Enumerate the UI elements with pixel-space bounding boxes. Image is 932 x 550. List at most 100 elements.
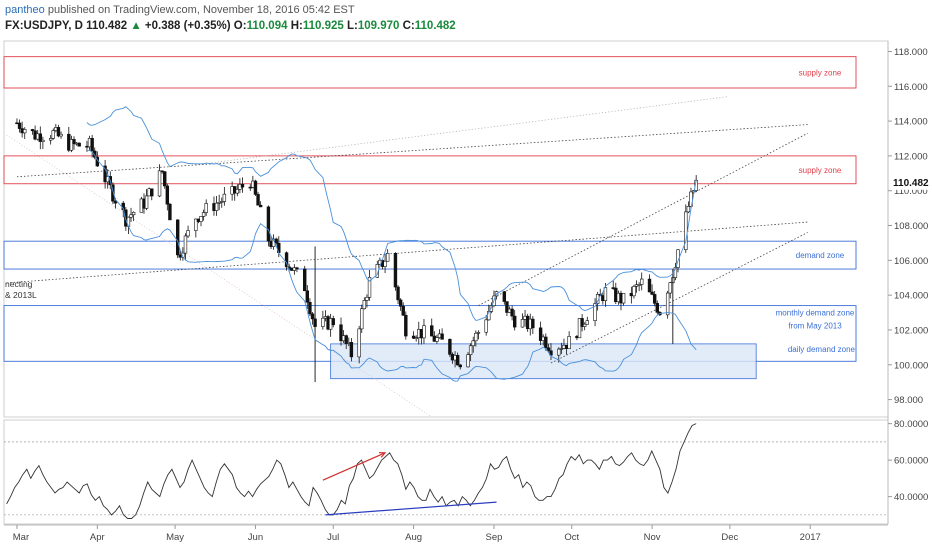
close-value: 110.482 (414, 20, 456, 32)
candle (665, 292, 670, 316)
candle (59, 133, 63, 137)
daily-demand-zone-label: daily demand zone (788, 345, 856, 354)
candle (448, 339, 452, 355)
time-tick-label: 2017 (800, 532, 821, 543)
divergence-line-red[interactable] (322, 452, 386, 481)
open-value: 110.094 (246, 20, 288, 32)
low-value: 109.970 (357, 20, 400, 32)
candle (647, 278, 652, 293)
candle (77, 142, 81, 147)
candle (38, 133, 42, 142)
demand-zone[interactable] (3, 240, 857, 270)
rsi-pane[interactable] (3, 419, 889, 525)
candle (637, 284, 641, 286)
publish-line: pantheo published on TradingView.com, No… (5, 3, 885, 18)
rsi-tick-label: 60.0000 (894, 456, 928, 467)
candle (157, 170, 162, 197)
candle (398, 299, 403, 307)
candle (168, 203, 172, 221)
rsi-tick-label: 80.0000 (894, 419, 928, 430)
candle (673, 267, 678, 278)
change-value: +0.388 (+0.35%) (144, 20, 231, 32)
trendlines (6, 96, 808, 418)
candle (308, 301, 312, 315)
candle (585, 320, 589, 325)
price-tick-label: 114.000 (894, 117, 928, 128)
candle (468, 345, 473, 355)
candle (471, 340, 475, 347)
close-label: C: (402, 20, 415, 32)
last-price: 110.482 (86, 20, 128, 32)
candle (222, 193, 227, 202)
daily-demand-zone[interactable] (330, 343, 757, 380)
chart-header: pantheo published on TradingView.com, No… (5, 3, 885, 35)
bollinger-upper (86, 106, 697, 321)
candle (258, 204, 263, 208)
candle (310, 313, 315, 320)
divergence-line-blue[interactable] (325, 501, 497, 516)
zone-label: supply zone (799, 166, 842, 175)
candle (640, 278, 644, 285)
candle (17, 122, 22, 129)
candle (549, 350, 553, 356)
candle (367, 276, 372, 298)
candle (303, 268, 307, 292)
rsi-line (6, 423, 697, 519)
trendline[interactable] (550, 232, 808, 364)
author-link[interactable]: pantheo (5, 4, 45, 16)
candle (357, 328, 361, 358)
time-tick-label: Apr (90, 532, 105, 543)
price-tick-label: 108.000 (894, 221, 928, 232)
low-label: L: (346, 20, 358, 32)
candle (396, 286, 400, 301)
trendline[interactable] (6, 221, 808, 284)
candle (430, 325, 434, 337)
supply-zone[interactable] (3, 56, 857, 89)
candle (23, 129, 27, 134)
time-axis: Mar Apr May Jun Jul Aug Sep Oct Nov Dec 2017 (13, 525, 821, 543)
candle (131, 212, 136, 216)
trendline-faint (6, 134, 432, 418)
price-tick-label: 102.000 (894, 325, 928, 336)
candle (339, 324, 343, 342)
candle (103, 165, 107, 183)
candle (30, 129, 35, 132)
left-annotation-2: & 2013L (5, 290, 37, 300)
candle (274, 238, 278, 244)
left-annotation-1: necting (5, 279, 33, 289)
bollinger-bands (86, 106, 697, 382)
candle (150, 188, 154, 197)
candle (235, 189, 240, 194)
last-price-badge-bg (888, 174, 932, 190)
price-tick-label: 116.000 (894, 82, 928, 93)
candle (69, 139, 74, 151)
candle (655, 303, 659, 313)
candle (621, 293, 626, 304)
candle (186, 230, 190, 237)
candle (253, 180, 258, 195)
candle (455, 355, 460, 366)
candle (422, 325, 426, 339)
candle (349, 342, 354, 358)
candle (580, 318, 584, 327)
candle (201, 212, 206, 217)
candle (129, 214, 133, 218)
zone-label: supply zone (799, 68, 842, 77)
candle (531, 318, 535, 329)
candle (538, 327, 543, 341)
symbol-label[interactable]: FX:USDJPY, D (5, 20, 83, 32)
candle (691, 190, 696, 193)
candle (383, 260, 387, 267)
up-arrow-icon: ▲ (130, 20, 142, 32)
supply-zone[interactable] (3, 155, 857, 185)
candle (199, 216, 203, 222)
trendline[interactable] (478, 132, 808, 306)
price-axis: 118.000 116.000 114.000 112.000 110.000 108.0… (888, 47, 928, 406)
candle (404, 314, 408, 337)
high-value: 110.925 (302, 20, 344, 32)
trendline[interactable] (211, 96, 728, 164)
trendline[interactable] (16, 124, 808, 178)
price-tick-label: 104.000 (894, 291, 928, 302)
candle (144, 195, 149, 209)
